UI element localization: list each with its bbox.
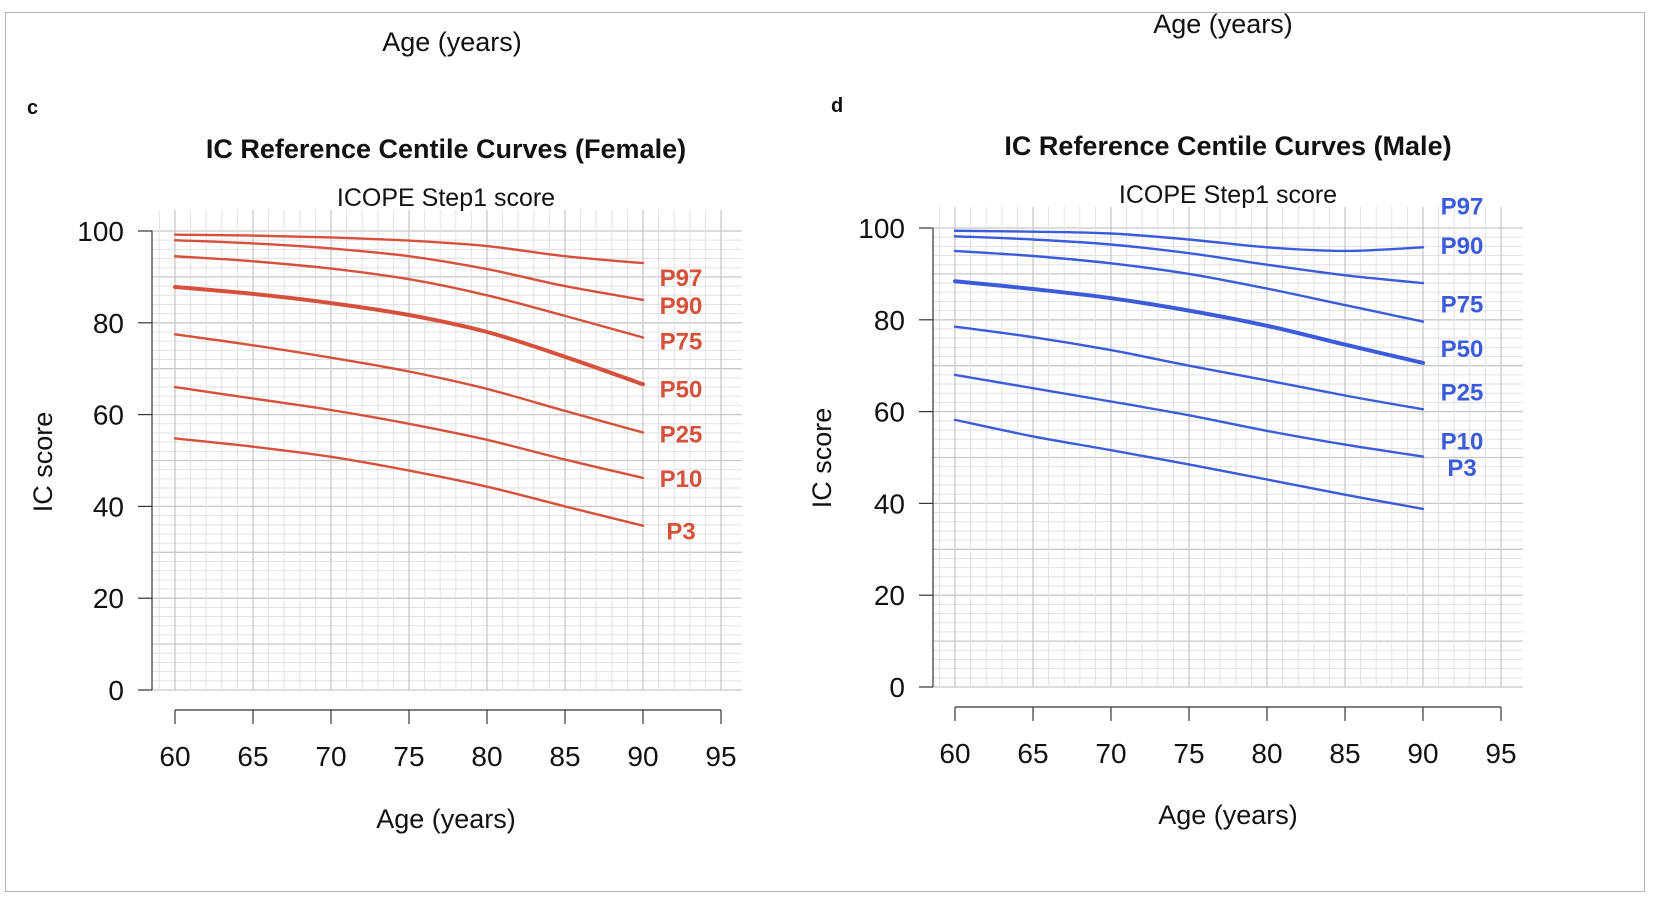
series-label-p75: P75 xyxy=(660,328,703,355)
series-label-p10: P10 xyxy=(1441,429,1484,456)
chart-subtitle: ICOPE Step1 score xyxy=(337,184,555,212)
series-label-p3: P3 xyxy=(1447,455,1476,482)
y-tick-label: 80 xyxy=(93,308,124,339)
y-tick-label: 40 xyxy=(93,491,124,522)
x-tick-label: 70 xyxy=(315,741,346,772)
x-tick-label: 85 xyxy=(549,741,580,772)
grid xyxy=(152,210,742,691)
panel-letter: c xyxy=(27,97,38,119)
series-line-p25 xyxy=(173,333,645,434)
x-tick-label: 60 xyxy=(939,738,970,769)
x-tick-label: 95 xyxy=(705,741,736,772)
series-label-p3: P3 xyxy=(666,519,695,546)
top-axis-label-right: Age (years) xyxy=(1153,9,1293,39)
series-line-p10 xyxy=(173,385,645,480)
x-tick-label: 95 xyxy=(1485,738,1516,769)
x-tick-label: 85 xyxy=(1329,738,1360,769)
x-tick-label: 80 xyxy=(1251,738,1282,769)
x-axis-label: Age (years) xyxy=(376,804,516,834)
series-line-p75 xyxy=(173,255,645,339)
series-label-p25: P25 xyxy=(660,422,703,449)
y-tick-label: 100 xyxy=(858,213,905,244)
y-tick-label: 60 xyxy=(874,397,905,428)
series-label-p75: P75 xyxy=(1441,292,1484,319)
series-label-p50: P50 xyxy=(660,376,703,403)
series-label-p10: P10 xyxy=(660,466,703,493)
x-tick-label: 60 xyxy=(159,741,190,772)
y-axis-label: IC score xyxy=(28,412,58,513)
x-tick-label: 65 xyxy=(1017,738,1048,769)
grid xyxy=(933,207,1523,688)
y-tick-label: 60 xyxy=(93,400,124,431)
x-axis-label: Age (years) xyxy=(1158,800,1298,830)
chart-panel-d: 0 20 40 60 80 100 60 65 70 75 80 85 90 95 d IC Referenc… xyxy=(807,95,1523,830)
series-line-p97 xyxy=(953,229,1425,253)
chart-title: IC Reference Centile Curves (Female) xyxy=(206,134,686,164)
x-tick-label: 90 xyxy=(627,741,658,772)
chart-title: IC Reference Centile Curves (Male) xyxy=(1004,131,1451,161)
y-tick-label: 100 xyxy=(77,216,124,247)
x-tick-label: 65 xyxy=(237,741,268,772)
x-tick-label: 80 xyxy=(471,741,502,772)
series-line-p3 xyxy=(953,418,1425,511)
y-tick-label: 0 xyxy=(889,672,905,703)
series-label-p97: P97 xyxy=(660,265,703,292)
panel-letter: d xyxy=(831,95,843,117)
series-line-p75 xyxy=(953,249,1425,323)
series-label-p90: P90 xyxy=(1441,233,1484,260)
series-label-p90: P90 xyxy=(660,293,703,320)
x-tick-label: 75 xyxy=(393,741,424,772)
chart-panel-c: 0 20 40 60 80 100 60 65 70 75 80 85 90 95 c IC Referenc… xyxy=(27,97,742,834)
top-axis-label-left: Age (years) xyxy=(382,27,522,57)
series-line-p50 xyxy=(953,279,1425,365)
series-line-p50 xyxy=(173,284,645,387)
series-line-p97 xyxy=(173,233,645,265)
series-line-p90 xyxy=(953,235,1425,285)
y-tick-label: 20 xyxy=(874,580,905,611)
y-tick-label: 0 xyxy=(108,675,124,706)
x-tick-label: 75 xyxy=(1173,738,1204,769)
x-tick-label: 70 xyxy=(1095,738,1126,769)
y-tick-label: 40 xyxy=(874,488,905,519)
series-line-p10 xyxy=(953,373,1425,458)
y-axis-label: IC score xyxy=(807,408,837,509)
y-tick-label: 80 xyxy=(874,305,905,336)
series-label-p50: P50 xyxy=(1441,336,1484,363)
y-tick-label: 20 xyxy=(93,583,124,614)
figure-frame xyxy=(5,12,1645,892)
series-line-p90 xyxy=(173,238,645,302)
series-label-p97: P97 xyxy=(1441,193,1484,220)
series-line-p3 xyxy=(173,437,645,527)
chart-subtitle: ICOPE Step1 score xyxy=(1119,181,1337,209)
series-line-p25 xyxy=(953,325,1425,411)
x-tick-label: 90 xyxy=(1407,738,1438,769)
series-label-p25: P25 xyxy=(1441,379,1484,406)
